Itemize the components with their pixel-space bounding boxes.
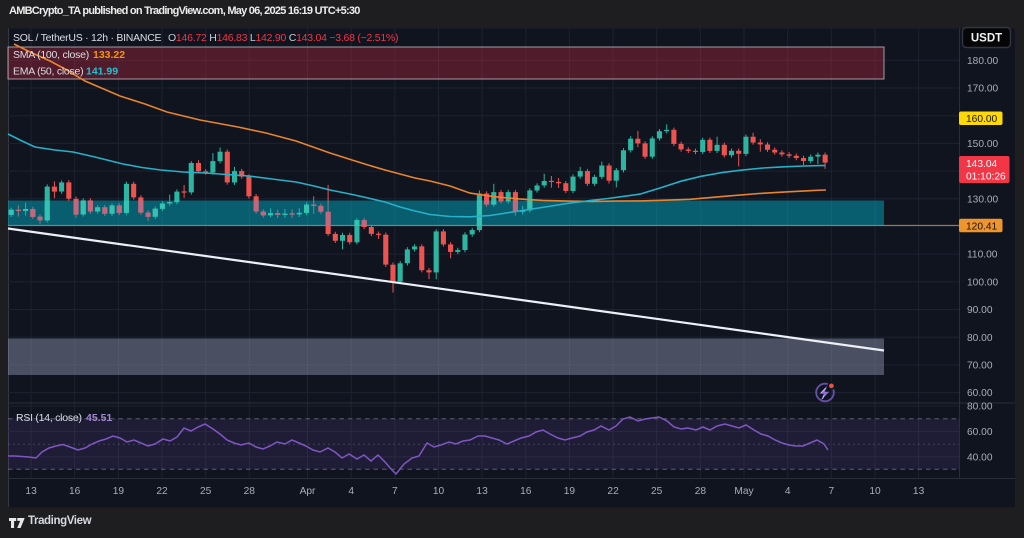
- svg-text:19: 19: [113, 486, 125, 497]
- svg-text:80.00: 80.00: [967, 402, 993, 413]
- svg-text:May: May: [734, 486, 754, 497]
- svg-text:USDT: USDT: [971, 33, 1002, 45]
- svg-text:80.00: 80.00: [967, 333, 993, 344]
- svg-text:16: 16: [69, 486, 81, 497]
- svg-text:16: 16: [520, 486, 532, 497]
- svg-text:120.41: 120.41: [966, 221, 997, 232]
- svg-text:180.00: 180.00: [967, 56, 998, 67]
- svg-text:28: 28: [695, 486, 707, 497]
- svg-text:110.00: 110.00: [967, 250, 998, 261]
- svg-text:60.00: 60.00: [967, 427, 993, 438]
- svg-text:25: 25: [200, 486, 212, 497]
- svg-text:SMA (100, close): SMA (100, close): [13, 49, 89, 61]
- svg-text:13: 13: [913, 486, 925, 497]
- svg-text:Apr: Apr: [300, 486, 316, 497]
- svg-text:22: 22: [156, 486, 168, 497]
- svg-text:90.00: 90.00: [967, 305, 993, 316]
- svg-text:7: 7: [392, 486, 398, 497]
- svg-text:10: 10: [869, 486, 881, 497]
- svg-text:EMA (50, close): EMA (50, close): [13, 66, 83, 78]
- svg-text:19: 19: [564, 486, 576, 497]
- svg-text:40.00: 40.00: [967, 453, 993, 464]
- svg-text:13: 13: [476, 486, 488, 497]
- svg-text:150.00: 150.00: [967, 139, 998, 150]
- svg-text:28: 28: [244, 486, 256, 497]
- svg-text:4: 4: [348, 486, 354, 497]
- svg-text:O146.72 H146.83 L142.90 C143.0: O146.72 H146.83 L142.90 C143.04 −3.68 (−…: [168, 32, 398, 44]
- svg-text:45.51: 45.51: [86, 412, 112, 424]
- svg-text:130.00: 130.00: [967, 194, 998, 205]
- svg-text:133.22: 133.22: [93, 49, 125, 61]
- svg-text:60.00: 60.00: [967, 388, 993, 399]
- svg-text:100.00: 100.00: [967, 277, 998, 288]
- svg-text:13: 13: [25, 486, 37, 497]
- svg-text:4: 4: [785, 486, 791, 497]
- svg-text:22: 22: [607, 486, 619, 497]
- svg-text:143.04: 143.04: [966, 159, 997, 170]
- svg-text:10: 10: [433, 486, 445, 497]
- svg-text:141.99: 141.99: [86, 66, 118, 78]
- svg-text:160.00: 160.00: [966, 114, 997, 125]
- svg-text:01:10:26: 01:10:26: [966, 172, 1006, 183]
- svg-text:SOL / TetherUS · 12h · BINANCE: SOL / TetherUS · 12h · BINANCE: [13, 32, 162, 44]
- svg-text:RSI (14, close): RSI (14, close): [16, 412, 82, 424]
- svg-text:170.00: 170.00: [967, 84, 998, 95]
- svg-text:25: 25: [651, 486, 663, 497]
- svg-text:70.00: 70.00: [967, 361, 993, 372]
- svg-text:7: 7: [828, 486, 834, 497]
